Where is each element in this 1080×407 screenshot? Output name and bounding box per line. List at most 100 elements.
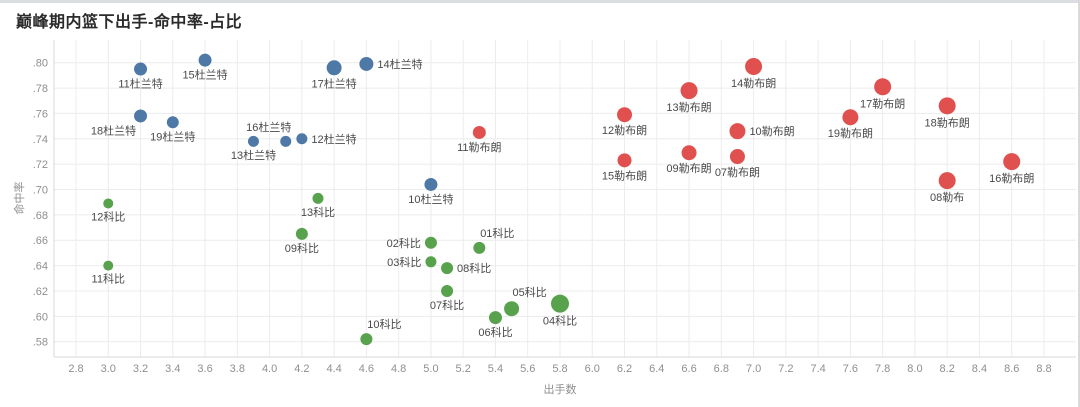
x-tick-label: 8.6	[1004, 363, 1019, 375]
data-point[interactable]	[103, 260, 114, 271]
x-tick-label: 2.8	[68, 363, 83, 375]
x-axis-title: 出手数	[543, 384, 577, 396]
y-tick-label: .60	[33, 311, 48, 323]
data-point[interactable]	[550, 294, 569, 313]
x-tick-label: 6.4	[649, 363, 664, 375]
data-point[interactable]	[425, 256, 437, 268]
data-point[interactable]	[488, 311, 502, 325]
x-tick-label: 6.2	[617, 363, 632, 375]
data-point-label: 04科比	[543, 314, 577, 328]
data-point-label: 11科比	[92, 272, 125, 286]
data-point[interactable]	[424, 236, 437, 249]
x-tick-label: 6.0	[585, 363, 600, 375]
data-point[interactable]	[198, 53, 212, 67]
data-point[interactable]	[360, 333, 373, 346]
x-tick-label: 6.8	[714, 363, 729, 375]
data-point-label: 19勒布朗	[828, 127, 873, 140]
data-point[interactable]	[504, 301, 520, 317]
x-tick-label: 4.4	[326, 363, 341, 375]
data-point-label: 13勒布朗	[666, 101, 711, 114]
data-point[interactable]	[938, 97, 956, 115]
data-point[interactable]	[134, 62, 148, 76]
x-tick-label: 4.2	[294, 363, 309, 375]
data-point-label: 09勒布朗	[666, 162, 711, 175]
data-point[interactable]	[134, 109, 148, 123]
window-right-border	[1078, 0, 1080, 407]
data-point[interactable]	[681, 145, 697, 161]
data-point[interactable]	[729, 149, 745, 165]
x-tick-label: 8.2	[940, 363, 955, 375]
x-tick-label: 3.2	[133, 363, 148, 375]
data-point-label: 14杜兰特	[377, 57, 422, 71]
x-tick-label: 4.8	[391, 363, 406, 375]
data-point-label: 18杜兰特	[91, 123, 136, 137]
data-point-label: 12勒布朗	[602, 124, 647, 137]
data-point[interactable]	[729, 123, 746, 140]
x-tick-label: 4.6	[359, 363, 374, 375]
data-point-label: 15勒布朗	[602, 169, 647, 182]
data-point[interactable]	[359, 56, 374, 71]
data-point-label: 05科比	[512, 285, 546, 299]
x-tick-label: 5.2	[456, 363, 471, 375]
x-tick-label: 7.4	[810, 363, 825, 375]
data-point[interactable]	[842, 109, 859, 126]
data-point-label: 10杜兰特	[408, 192, 453, 206]
data-point-label: 17勒布朗	[860, 97, 905, 110]
data-point-label: 16勒布朗	[989, 172, 1034, 185]
data-point-label: 13杜兰特	[231, 148, 276, 162]
data-point[interactable]	[617, 107, 633, 123]
data-point-label: 12杜兰特	[311, 132, 356, 146]
x-tick-label: 3.4	[165, 363, 180, 375]
data-point-label: 13科比	[301, 205, 335, 219]
chart-title: 巅峰期内篮下出手-命中率-占比	[16, 14, 243, 31]
x-tick-label: 6.6	[681, 363, 696, 375]
x-tick-label: 8.4	[972, 363, 987, 375]
data-point[interactable]	[247, 135, 259, 147]
data-point[interactable]	[326, 60, 342, 76]
data-point-label: 18勒布朗	[925, 116, 970, 129]
data-point[interactable]	[280, 135, 292, 147]
data-point[interactable]	[295, 227, 308, 240]
data-point[interactable]	[312, 192, 324, 204]
y-tick-label: .78	[33, 83, 48, 95]
x-tick-label: 7.2	[778, 363, 793, 375]
x-tick-label: 7.8	[875, 363, 890, 375]
data-point[interactable]	[166, 116, 179, 129]
data-point-label: 10勒布朗	[749, 125, 794, 138]
x-tick-label: 5.6	[520, 363, 535, 375]
data-point[interactable]	[938, 172, 956, 190]
data-point[interactable]	[680, 82, 698, 100]
x-tick-label: 5.4	[488, 363, 503, 375]
data-point-label: 06科比	[478, 325, 512, 339]
data-point[interactable]	[617, 153, 632, 168]
x-tick-label: 3.0	[101, 363, 116, 375]
data-point[interactable]	[441, 284, 454, 297]
data-point-label: 15杜兰特	[182, 68, 227, 82]
x-tick-label: 3.8	[230, 363, 245, 375]
data-point-label: 19杜兰特	[150, 129, 195, 143]
data-point[interactable]	[473, 241, 486, 254]
data-point[interactable]	[874, 78, 892, 96]
data-point[interactable]	[424, 177, 438, 191]
data-point-label: 03科比	[387, 255, 421, 269]
x-tick-label: 5.0	[423, 363, 438, 375]
x-tick-label: 3.6	[197, 363, 212, 375]
y-tick-label: .76	[33, 108, 48, 120]
y-tick-label: .74	[33, 134, 48, 146]
data-point-label: 01科比	[480, 226, 514, 240]
data-point-label: 16杜兰特	[246, 120, 291, 134]
x-tick-label: 4.0	[262, 363, 277, 375]
window-top-border	[0, 0, 1080, 3]
data-point[interactable]	[1003, 153, 1021, 171]
data-point-label: 17杜兰特	[312, 76, 357, 90]
data-point-label: 07勒布朗	[715, 166, 760, 179]
data-point[interactable]	[745, 58, 763, 76]
data-point[interactable]	[472, 125, 486, 139]
data-point[interactable]	[441, 262, 454, 275]
x-tick-label: 7.0	[746, 363, 761, 375]
data-point-label: 07科比	[430, 298, 464, 312]
data-point[interactable]	[103, 198, 114, 209]
data-point-label: 11勒布朗	[457, 141, 501, 154]
data-point[interactable]	[296, 133, 308, 145]
